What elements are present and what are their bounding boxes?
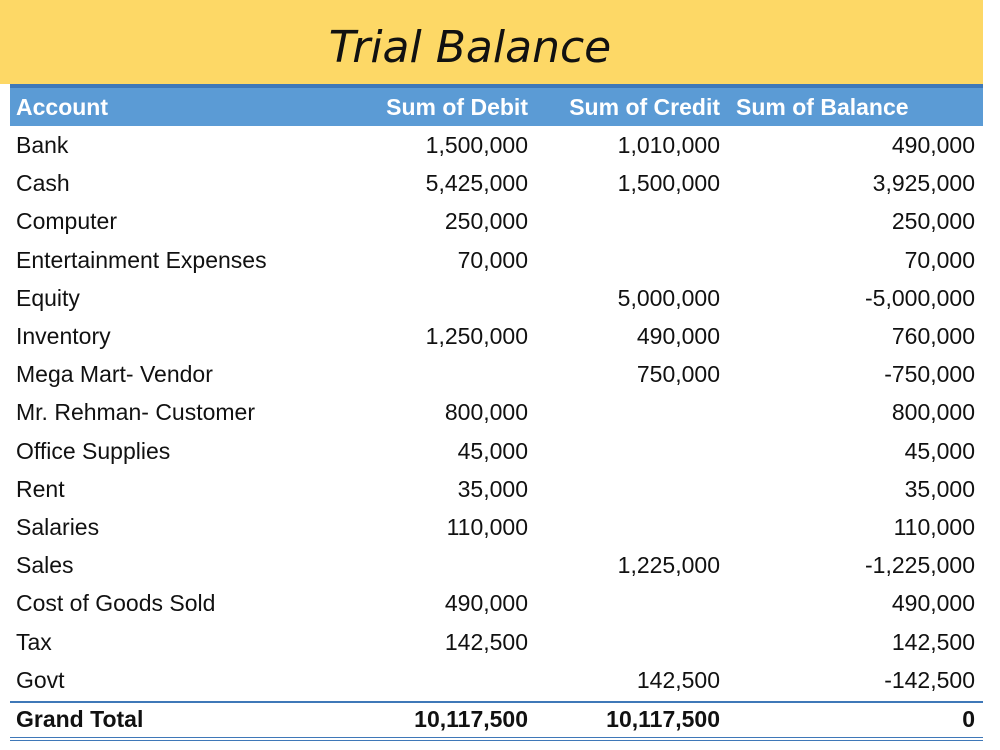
table-row: Cost of Goods Sold 490,000 490,000 <box>10 584 983 622</box>
cell-balance[interactable]: 250,000 <box>891 208 975 235</box>
cell-account[interactable]: Entertainment Expenses <box>16 246 267 273</box>
cell-debit[interactable]: 490,000 <box>444 590 528 617</box>
total-debit: 10,117,500 <box>414 706 528 733</box>
cell-balance[interactable]: 490,000 <box>891 132 975 159</box>
table-body: Bank 1,500,000 1,010,000 490,000 Cash 5,425,0… <box>10 126 983 699</box>
total-label: Grand Total <box>16 706 144 733</box>
cell-balance[interactable]: 70,000 <box>904 246 975 273</box>
cell-account[interactable]: Rent <box>16 475 65 502</box>
cell-credit[interactable]: 1,010,000 <box>617 132 720 159</box>
cell-debit[interactable]: 35,000 <box>457 475 528 502</box>
trial-balance-table: Account Sum of Debit Sum of Credit Sum o… <box>10 84 983 741</box>
table-row: Entertainment Expenses 70,000 70,000 <box>10 241 983 279</box>
table-row: Sales 1,225,000 -1,225,000 <box>10 546 983 584</box>
table-row: Salaries 110,000 110,000 <box>10 508 983 546</box>
cell-credit[interactable]: 5,000,000 <box>617 284 720 311</box>
cell-balance[interactable]: 3,925,000 <box>872 170 975 197</box>
title-band <box>0 0 983 84</box>
cell-credit[interactable]: 490,000 <box>636 323 720 350</box>
cell-balance[interactable]: 490,000 <box>891 590 975 617</box>
table-row: Office Supplies 45,000 45,000 <box>10 432 983 470</box>
cell-balance[interactable]: -1,225,000 <box>865 552 975 579</box>
cell-debit[interactable]: 110,000 <box>446 513 528 540</box>
table-row: Mega Mart- Vendor 750,000 -750,000 <box>10 355 983 393</box>
table-row: Equity 5,000,000 -5,000,000 <box>10 279 983 317</box>
total-credit: 10,117,500 <box>606 706 720 733</box>
cell-account[interactable]: Cash <box>16 170 70 197</box>
column-header-debit[interactable]: Sum of Debit <box>386 93 528 120</box>
cell-balance[interactable]: 142,500 <box>891 628 975 655</box>
table-row: Rent 35,000 35,000 <box>10 470 983 508</box>
cell-account[interactable]: Salaries <box>16 513 100 540</box>
cell-credit[interactable]: 750,000 <box>636 361 720 388</box>
cell-account[interactable]: Equity <box>16 284 80 311</box>
cell-account[interactable]: Sales <box>16 552 74 579</box>
cell-balance[interactable]: -750,000 <box>884 361 975 388</box>
cell-debit[interactable]: 250,000 <box>444 208 528 235</box>
cell-debit[interactable]: 142,500 <box>444 628 528 655</box>
cell-debit[interactable]: 70,000 <box>457 246 528 273</box>
cell-account[interactable]: Bank <box>16 132 69 159</box>
table-row: Inventory 1,250,000 490,000 760,000 <box>10 317 983 355</box>
table-row: Cash 5,425,000 1,500,000 3,925,000 <box>10 164 983 202</box>
cell-balance[interactable]: 45,000 <box>904 437 975 464</box>
cell-debit[interactable]: 800,000 <box>444 399 528 426</box>
table-row: Computer 250,000 250,000 <box>10 202 983 240</box>
table-header: Account Sum of Debit Sum of Credit Sum o… <box>10 84 983 126</box>
cell-credit[interactable]: 1,225,000 <box>617 552 720 579</box>
cell-account[interactable]: Tax <box>16 628 52 655</box>
cell-account[interactable]: Cost of Goods Sold <box>16 590 216 617</box>
cell-balance[interactable]: -142,500 <box>884 666 975 693</box>
cell-balance[interactable]: 110,000 <box>893 513 975 540</box>
table-row: Bank 1,500,000 1,010,000 490,000 <box>10 126 983 164</box>
cell-balance[interactable]: 800,000 <box>891 399 975 426</box>
cell-credit[interactable]: 142,500 <box>636 666 720 693</box>
column-header-balance[interactable]: Sum of Balance <box>736 93 909 120</box>
cell-account[interactable]: Inventory <box>16 323 111 350</box>
cell-account[interactable]: Computer <box>16 208 117 235</box>
grand-total-row: Grand Total 10,117,500 10,117,500 0 <box>10 700 983 741</box>
page-title: Trial Balance <box>328 22 612 73</box>
table-row: Tax 142,500 142,500 <box>10 622 983 660</box>
cell-debit[interactable]: 1,250,000 <box>425 323 528 350</box>
cell-account[interactable]: Mr. Rehman- Customer <box>16 399 256 426</box>
cell-balance[interactable]: 35,000 <box>904 475 975 502</box>
column-header-account[interactable]: Account <box>16 93 108 120</box>
cell-debit[interactable]: 45,000 <box>457 437 528 464</box>
total-balance: 0 <box>962 706 975 733</box>
table-row: Govt 142,500 -142,500 <box>10 661 983 699</box>
column-header-credit[interactable]: Sum of Credit <box>569 93 720 120</box>
cell-account[interactable]: Office Supplies <box>16 437 171 464</box>
cell-balance[interactable]: -5,000,000 <box>865 284 975 311</box>
cell-debit[interactable]: 1,500,000 <box>425 132 528 159</box>
cell-credit[interactable]: 1,500,000 <box>617 170 720 197</box>
cell-debit[interactable]: 5,425,000 <box>425 170 528 197</box>
table-row: Mr. Rehman- Customer 800,000 800,000 <box>10 393 983 431</box>
cell-balance[interactable]: 760,000 <box>891 323 975 350</box>
cell-account[interactable]: Govt <box>16 666 65 693</box>
cell-account[interactable]: Mega Mart- Vendor <box>16 361 213 388</box>
